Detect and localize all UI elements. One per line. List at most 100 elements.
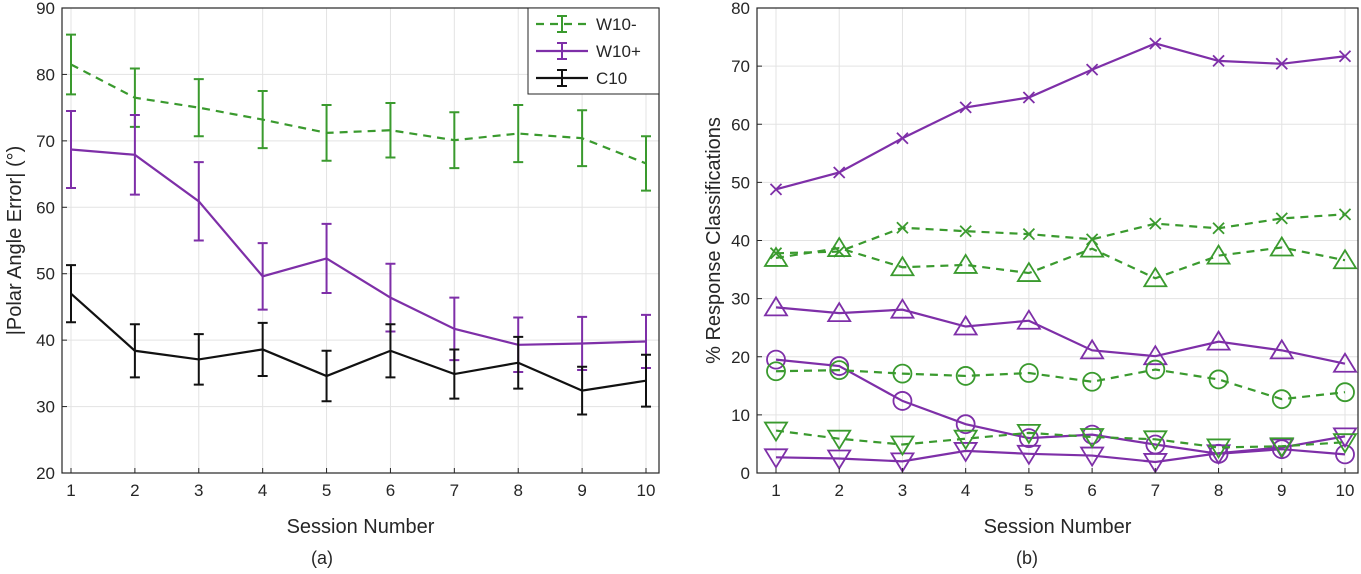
- triangle-up-marker: [889, 255, 916, 277]
- error-bar: [66, 109, 76, 190]
- circle-marker: [1018, 363, 1039, 383]
- triangle-up-marker: [1205, 243, 1232, 265]
- axes-box: [61, 7, 660, 474]
- triangle-down-marker: [763, 448, 789, 470]
- series-line: [775, 368, 1346, 401]
- triangle-down-marker: [1205, 438, 1232, 460]
- error-bar: [641, 353, 651, 408]
- circle-marker: [766, 349, 786, 370]
- series-line: [70, 148, 647, 346]
- x-tick-label: 10: [637, 481, 656, 500]
- error-bar: [449, 111, 460, 170]
- triangle-up-marker: [1142, 344, 1168, 366]
- x-marker: [1338, 50, 1352, 63]
- error-bar: [449, 348, 460, 400]
- x-marker: [959, 101, 972, 114]
- error-bar: [641, 135, 651, 192]
- triangle-down-marker: [1016, 444, 1042, 466]
- x-marker: [1022, 227, 1036, 241]
- x-tick-label: 8: [513, 481, 522, 500]
- x-axis-title: Session Number: [984, 516, 1132, 538]
- legend-errorbar-icon: [557, 15, 567, 33]
- triangle-down-marker: [889, 435, 916, 457]
- series-line: [775, 429, 1346, 449]
- x-tick-label: 7: [450, 481, 459, 500]
- triangle-down-marker: [1332, 427, 1358, 449]
- series-C10: [66, 264, 651, 416]
- series-line: [775, 306, 1346, 365]
- triangle-up-marker: [1269, 235, 1295, 257]
- x-tick-label: 5: [322, 481, 331, 500]
- legend-label: W10-: [596, 15, 637, 34]
- x-marker: [1212, 54, 1225, 68]
- triangle-down-marker: [826, 449, 852, 471]
- series-x-0: [769, 37, 1352, 196]
- x-tick-label: 9: [1277, 481, 1286, 500]
- error-bar: [193, 78, 204, 138]
- y-tick-label: 0: [741, 464, 750, 483]
- triangle-up-marker: [953, 253, 979, 274]
- series-W10-: [66, 33, 651, 192]
- error-bar: [385, 101, 396, 159]
- error-bar: [513, 335, 524, 390]
- triangle-up-marker: [1079, 338, 1105, 360]
- x-tick-label: 1: [66, 481, 75, 500]
- triangle-up-marker: [763, 295, 789, 317]
- error-bar: [129, 113, 140, 196]
- circle-marker: [892, 363, 913, 384]
- chart-panel-b: 1 2 3 4 5 6 7 8 9 10 0 10 20 30 40 50 60 70 80 Session Numb…: [703, 0, 1359, 568]
- x-tick-label: 7: [1151, 481, 1160, 500]
- x-tick-label: 1: [771, 481, 780, 500]
- triangle-up-marker: [1142, 266, 1168, 288]
- error-bar: [129, 323, 140, 379]
- y-tick-label: 50: [36, 265, 55, 284]
- x-tick-label: 3: [898, 481, 907, 500]
- triangle-up-marker: [763, 246, 789, 267]
- error-bar: [577, 109, 588, 168]
- x-tick-label: 4: [961, 481, 970, 500]
- y-tick-label: 90: [36, 0, 55, 18]
- triangle-down-marker: [1016, 423, 1042, 445]
- y-axis-title: |Polar Angle Error| (°): [4, 146, 26, 336]
- x-tick-label: 3: [194, 481, 203, 500]
- x-tick-label: 5: [1024, 481, 1033, 500]
- error-bar: [193, 333, 204, 386]
- circle-marker: [1335, 382, 1355, 403]
- x-marker: [896, 221, 909, 234]
- triangle-up-marker: [889, 297, 916, 319]
- triangle-down-marker: [1142, 453, 1168, 474]
- error-bar: [513, 103, 524, 164]
- error-bar: [66, 33, 76, 96]
- y-tick-label: 80: [36, 65, 55, 84]
- y-tick-label: 20: [36, 464, 55, 483]
- y-tick-label: 80: [731, 0, 750, 18]
- error-bar: [321, 222, 332, 294]
- circle-marker: [1208, 369, 1229, 390]
- circle-marker: [955, 414, 976, 435]
- x-tick-label: 4: [258, 481, 267, 500]
- triangle-up-marker: [953, 314, 979, 336]
- triangle-up-marker: [1332, 248, 1358, 270]
- error-bar: [257, 90, 268, 150]
- error-bar: [257, 242, 268, 311]
- series-line: [775, 246, 1346, 280]
- error-bar: [321, 103, 332, 162]
- x-marker: [1275, 212, 1288, 225]
- x-tick-label: 6: [1087, 481, 1096, 500]
- triangle-down-marker: [1079, 428, 1105, 449]
- x-tick-label: 2: [834, 481, 843, 500]
- series-x-4: [769, 208, 1352, 260]
- y-tick-label: 30: [731, 290, 750, 309]
- triangle-up-marker: [826, 301, 852, 323]
- y-tick-label: 30: [36, 398, 55, 417]
- y-tick-label: 60: [36, 198, 55, 217]
- triangle-down-marker: [763, 421, 789, 443]
- y-tick-label: 40: [36, 331, 55, 350]
- triangle-up-marker: [1016, 308, 1042, 330]
- circle-marker: [892, 391, 913, 411]
- triangle-up-marker: [1269, 338, 1295, 360]
- triangle-up-marker: [1016, 261, 1042, 282]
- triangle-up-marker: [1205, 329, 1232, 351]
- triangle-down-marker: [1205, 444, 1232, 465]
- y-tick-label: 10: [731, 406, 750, 425]
